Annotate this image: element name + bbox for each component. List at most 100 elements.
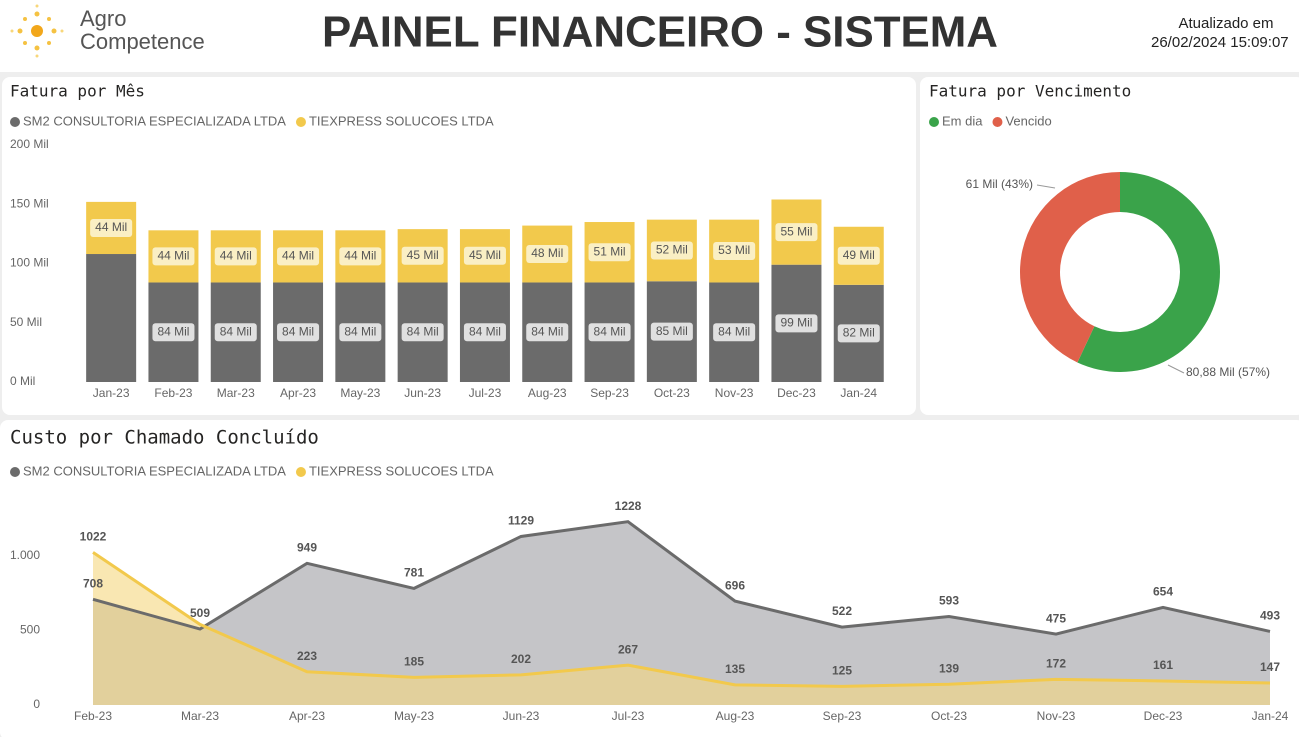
data-label: 84 Mil (157, 324, 189, 338)
data-label: 147 (1260, 660, 1280, 674)
data-label: 84 Mil (407, 324, 439, 338)
data-label: 781 (404, 566, 424, 580)
bar-segment (86, 254, 137, 382)
x-tick-label: Mar-23 (217, 386, 255, 400)
data-label: 172 (1046, 656, 1066, 670)
x-tick-label: Jan-23 (93, 386, 130, 400)
legend-swatch (10, 117, 20, 127)
data-label: 80,88 Mil (57%) (1186, 365, 1270, 379)
label-background (650, 241, 693, 260)
data-label: 125 (832, 664, 852, 678)
data-label: 44 Mil (220, 249, 252, 263)
data-label: 44 Mil (157, 249, 189, 263)
data-label: 202 (511, 652, 531, 666)
data-label: 522 (832, 604, 852, 618)
y-tick-label: 0 (33, 697, 40, 711)
panel (920, 77, 1299, 415)
data-label: 509 (190, 606, 210, 620)
data-label: 267 (618, 642, 638, 656)
label-background (90, 218, 133, 237)
x-tick-label: Jan-24 (1252, 709, 1289, 723)
panel-title: Custo por Chamado Concluído (10, 427, 319, 449)
data-label: 84 Mil (594, 324, 626, 338)
label-background (650, 322, 693, 341)
data-label: 85 Mil (656, 324, 688, 338)
data-label: 161 (1153, 658, 1173, 672)
data-label: 61 Mil (43%) (966, 177, 1033, 191)
x-tick-label: Apr-23 (289, 709, 325, 723)
label-background (339, 323, 382, 342)
x-tick-label: Jul-23 (612, 709, 645, 723)
data-label: 84 Mil (718, 324, 750, 338)
label-background (713, 323, 756, 342)
legend-label: TIEXPRESS SOLUCOES LTDA (309, 113, 494, 128)
label-background (775, 223, 818, 242)
legend-label: SM2 CONSULTORIA ESPECIALIZADA LTDA (23, 463, 286, 478)
x-tick-label: Nov-23 (715, 386, 754, 400)
donut-slice (1020, 172, 1120, 363)
data-label: 44 Mil (282, 249, 314, 263)
x-tick-label: Feb-23 (74, 709, 112, 723)
data-label: 52 Mil (656, 243, 688, 257)
data-label: 84 Mil (220, 324, 252, 338)
y-tick-label: 100 Mil (10, 256, 49, 270)
data-label: 475 (1046, 611, 1066, 625)
x-tick-label: Oct-23 (931, 709, 967, 723)
x-tick-label: Aug-23 (716, 709, 755, 723)
data-label: 45 Mil (469, 248, 501, 262)
data-label: 84 Mil (531, 324, 563, 338)
label-background (214, 323, 257, 342)
data-label: 49 Mil (843, 248, 875, 262)
label-background (588, 243, 631, 262)
label-background (152, 247, 195, 266)
label-background (463, 246, 506, 265)
panel-title: Fatura por Vencimento (929, 82, 1131, 101)
data-label: 135 (725, 662, 745, 676)
area-fill (93, 521, 1270, 705)
data-label: 949 (297, 540, 317, 554)
label-background (277, 323, 320, 342)
x-tick-label: Sep-23 (590, 386, 629, 400)
x-tick-label: Jul-23 (469, 386, 502, 400)
label-background (588, 323, 631, 342)
data-label: 99 Mil (780, 316, 812, 330)
logo-icon (10, 4, 64, 58)
y-tick-label: 500 (20, 623, 40, 637)
x-tick-label: Mar-23 (181, 709, 219, 723)
x-tick-label: Oct-23 (654, 386, 690, 400)
data-label: 223 (297, 649, 317, 663)
data-label: 493 (1260, 609, 1280, 623)
data-label: 45 Mil (407, 248, 439, 262)
legend-label: TIEXPRESS SOLUCOES LTDA (309, 463, 494, 478)
label-background (152, 323, 195, 342)
series-line (92, 520, 1271, 636)
data-label: 82 Mil (843, 326, 875, 340)
label-background (401, 246, 444, 265)
updated-value: 26/02/2024 15:09:07 (1151, 34, 1289, 51)
x-tick-label: Nov-23 (1037, 709, 1076, 723)
label-background (214, 247, 257, 266)
data-label: 696 (725, 578, 745, 592)
x-tick-label: May-23 (340, 386, 380, 400)
label-background (837, 246, 880, 265)
legend-swatch (929, 117, 939, 127)
x-tick-label: Jun-23 (503, 709, 540, 723)
header-bar (0, 0, 1299, 72)
label-background (775, 314, 818, 333)
y-tick-label: 0 Mil (10, 374, 35, 388)
x-tick-label: Jun-23 (404, 386, 441, 400)
legend-swatch (295, 467, 306, 477)
legend-swatch (992, 117, 1003, 127)
donut-slice (1077, 172, 1220, 372)
y-tick-label: 50 Mil (10, 315, 42, 329)
x-tick-label: Jan-24 (840, 386, 877, 400)
data-label: 1129 (508, 514, 534, 528)
label-background (463, 323, 506, 342)
data-label: 708 (83, 576, 103, 590)
leader-line (1167, 364, 1185, 374)
x-tick-label: Feb-23 (154, 386, 192, 400)
legend-label: Vencido (1005, 113, 1051, 128)
data-label: 139 (939, 661, 959, 675)
logo-text: Competence (80, 29, 205, 54)
